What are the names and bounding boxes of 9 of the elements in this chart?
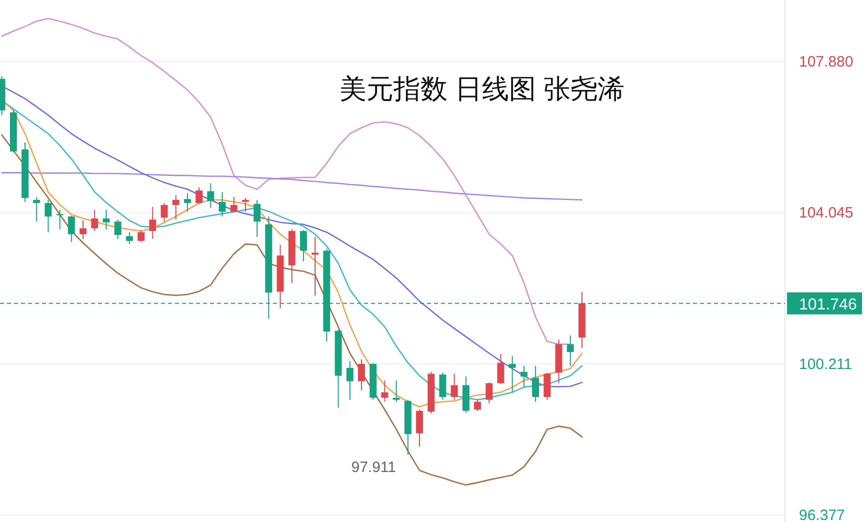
annotation: 97.911: [351, 459, 396, 476]
y-tick-label: 96.377: [799, 507, 845, 522]
ref-line-label: 101.746: [799, 296, 857, 314]
line-series: [1, 172, 583, 201]
y-tick-label: 107.880: [799, 54, 854, 71]
text: 美元指数 日线图 张尧浠: [339, 74, 625, 104]
line-series: [1, 134, 583, 486]
y-tick-label: 104.045: [799, 204, 854, 222]
y-tick-label: 100.211: [799, 356, 852, 373]
